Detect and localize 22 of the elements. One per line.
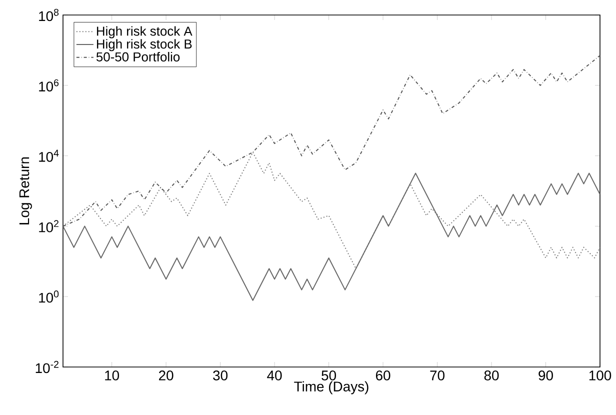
y-tick-label: 10$^{2}$ (39, 220, 58, 232)
y-tick-label: 10$^{6}$ (39, 79, 59, 92)
x-tick-label: 20 (159, 370, 174, 380)
x-axis-title: Time (Days) (294, 381, 368, 394)
y-tick-label: 10$^{0}$ (39, 290, 59, 303)
legend-label: 50-50 Portfolio (96, 52, 180, 62)
legend-label: High risk stock B (96, 39, 192, 52)
y-tick-label: 10$^{-2}$ (36, 360, 58, 374)
line-series (63, 172, 600, 301)
y-tick-label: 10$^{8}$ (39, 8, 59, 22)
x-tick-label: 80 (484, 370, 499, 380)
x-tick-label: 50 (322, 370, 336, 380)
y-tick-label: 10$^{4}$ (39, 150, 59, 162)
x-tick-label: 30 (213, 370, 228, 380)
x-tick-label: 10 (105, 370, 120, 380)
x-tick-label: 100 (589, 370, 612, 380)
x-tick-label: 60 (376, 370, 390, 380)
x-tick-label: 90 (538, 370, 553, 380)
x-tick-label: 40 (267, 370, 282, 380)
x-tick-label: 70 (430, 370, 444, 380)
legend-label: High risk stock A (96, 26, 192, 38)
y-axis-title: Log Return (19, 157, 32, 224)
